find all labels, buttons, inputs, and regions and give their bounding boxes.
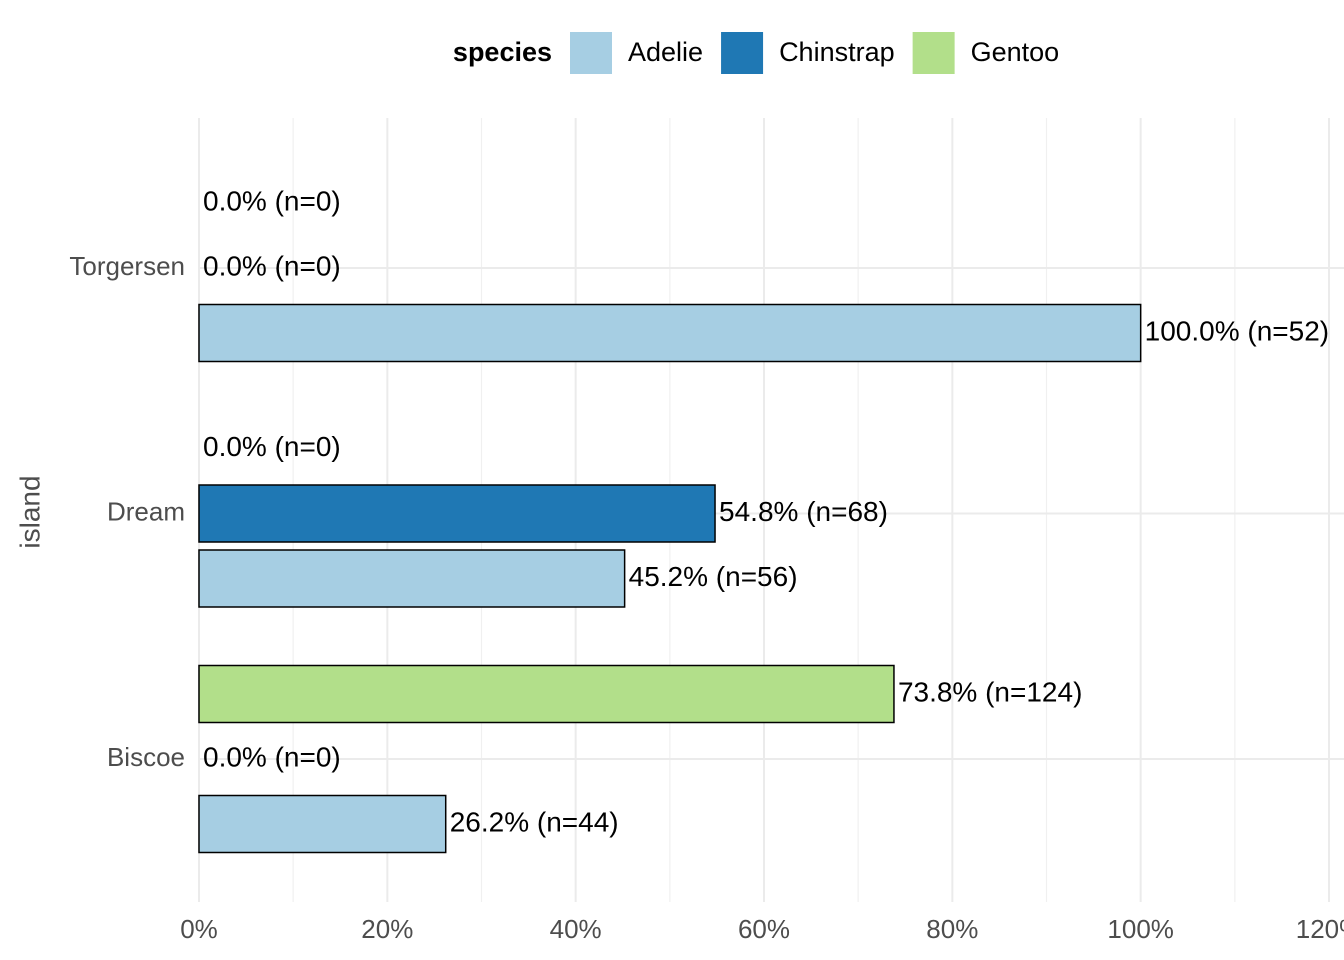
value-label: 26.2% (n=44) — [450, 806, 619, 837]
y-axis-label: island — [14, 475, 45, 548]
value-label: 45.2% (n=56) — [629, 561, 798, 592]
value-label: 0.0% (n=0) — [203, 250, 341, 281]
legend-label: Chinstrap — [779, 37, 895, 67]
legend-swatch — [912, 32, 955, 74]
x-tick-label: 60% — [738, 914, 790, 944]
x-tick-label: 120% — [1296, 914, 1344, 944]
legend-title: species — [453, 37, 552, 67]
legend-swatch — [570, 32, 612, 74]
legend-label: Gentoo — [971, 37, 1060, 67]
bar — [198, 794, 447, 854]
bar — [198, 549, 626, 608]
value-label: 0.0% (n=0) — [203, 741, 341, 772]
y-tick-label: Dream — [107, 496, 185, 526]
y-tick-label: Torgersen — [69, 251, 185, 281]
y-tick-label: Biscoe — [107, 742, 185, 772]
legend-label: Adelie — [628, 37, 703, 67]
bar — [198, 484, 716, 543]
bar — [198, 303, 1142, 363]
x-tick-label: 40% — [550, 914, 602, 944]
value-label: 100.0% (n=52) — [1145, 315, 1329, 346]
x-tick-label: 0% — [180, 914, 218, 944]
value-label: 0.0% (n=0) — [203, 185, 341, 216]
x-tick-label: 80% — [926, 914, 978, 944]
value-label: 54.8% (n=68) — [719, 496, 888, 527]
bar — [198, 664, 895, 724]
legend-swatch — [721, 32, 764, 74]
value-label: 0.0% (n=0) — [203, 431, 341, 462]
x-tick-label: 20% — [361, 914, 413, 944]
value-label: 73.8% (n=124) — [898, 676, 1082, 707]
x-tick-label: 100% — [1107, 914, 1174, 944]
